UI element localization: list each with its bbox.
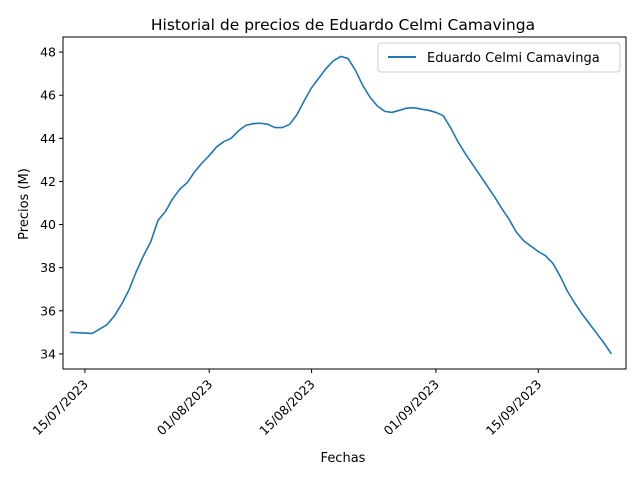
y-tick-label: 46: [40, 88, 56, 103]
y-tick-label: 44: [40, 131, 56, 146]
x-tick-label: 15/08/2023: [256, 377, 318, 439]
legend: Eduardo Celmi Camavinga: [377, 42, 621, 73]
chart-title: Historial de precios de Eduardo Celmi Ca…: [151, 16, 535, 34]
x-axis-label: Fechas: [321, 451, 366, 466]
y-tick-label: 38: [40, 260, 56, 275]
y-tick-label: 40: [40, 217, 56, 232]
x-tick-label: 01/09/2023: [380, 377, 442, 439]
plot-frame: [62, 36, 627, 370]
x-tick-label: 01/08/2023: [154, 377, 216, 439]
legend-box: [377, 42, 621, 73]
series-line-0: [70, 55, 613, 355]
x-axis: 15/07/2023 01/08/2023 15/08/2023 01/09/2023…: [30, 369, 545, 439]
y-tick-label: 34: [40, 346, 56, 361]
y-axis: 34 36 38 40 42 44 46 48: [40, 45, 63, 361]
legend-label: Eduardo Celmi Camavinga: [427, 51, 600, 66]
x-tick-label: 15/07/2023: [30, 377, 92, 439]
y-tick-label: 48: [40, 45, 56, 60]
y-tick-label: 36: [40, 303, 56, 318]
x-tick-label: 15/09/2023: [483, 377, 545, 439]
y-tick-label: 42: [40, 174, 56, 189]
y-axis-label: Precios (M): [17, 168, 32, 240]
plot-area: [70, 55, 613, 355]
